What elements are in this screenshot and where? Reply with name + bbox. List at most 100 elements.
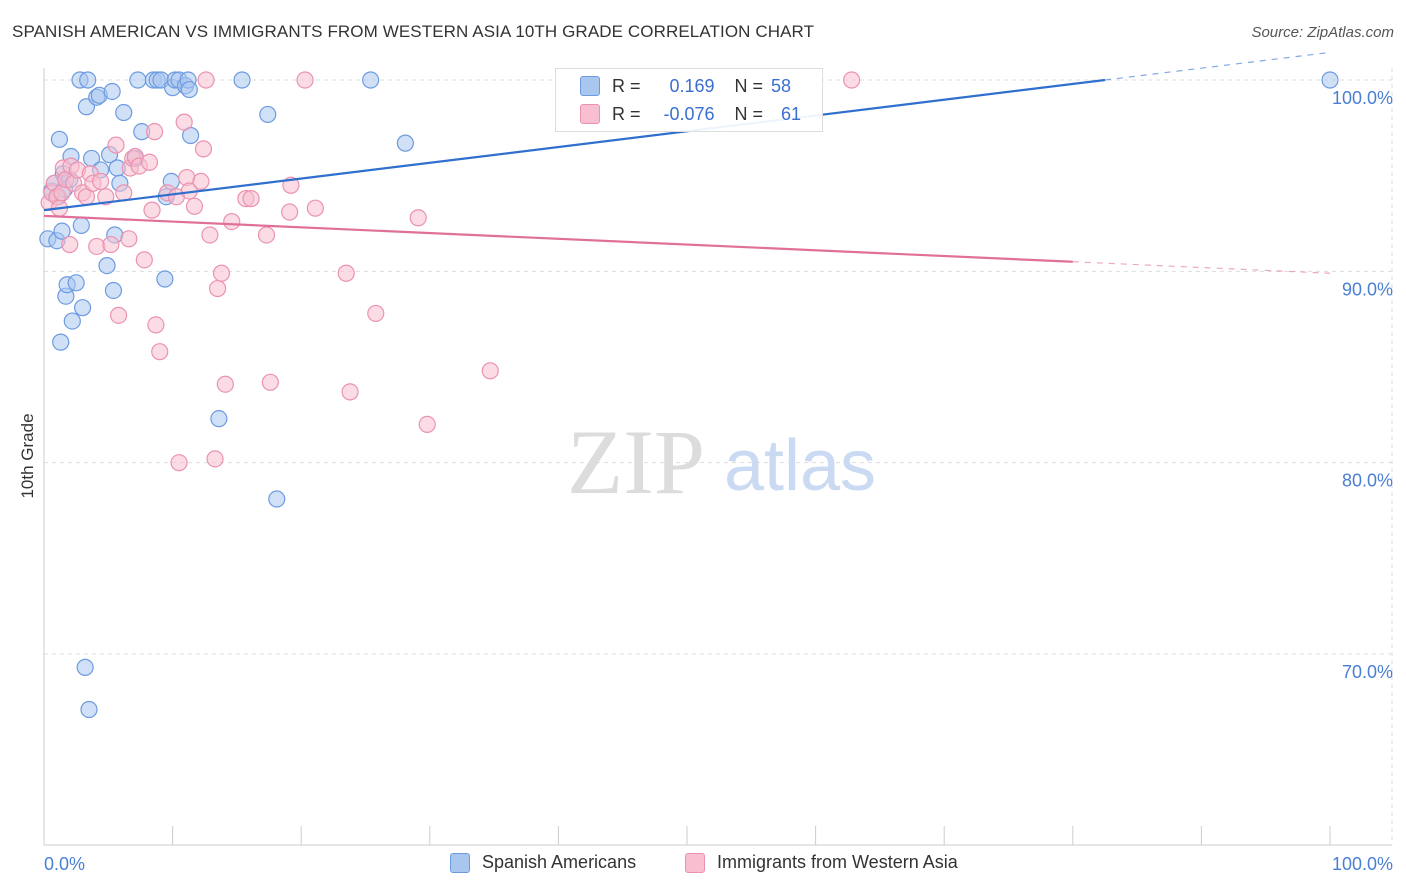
data-point [91,172,110,191]
data-point [67,274,85,292]
data-point [242,190,260,208]
data-point [104,281,123,300]
data-point [296,71,314,89]
data-point [63,312,81,330]
data-point [102,235,120,254]
data-point [129,71,147,89]
data-point [212,264,231,282]
data-point [145,123,164,141]
legend-n-value: 61 [781,103,802,124]
bottom-legend-immigrants-western-asia[interactable]: Immigrants from Western Asia [685,852,958,873]
data-point [115,103,133,122]
legend-row-immigrants-western-asia: R = -0.076 N = 61 [580,101,801,127]
data-point [1321,71,1339,89]
data-point [197,71,215,89]
legend-swatch-blue [580,76,600,96]
x-tick-label: 100.0% [1332,854,1393,874]
data-point [147,316,165,334]
data-point [281,203,299,221]
data-point [418,415,436,433]
data-point [143,201,161,219]
x-tick-label: 0.0% [44,854,85,874]
data-point [52,333,70,351]
data-point [367,304,385,323]
data-point [170,454,188,472]
data-point [109,306,128,324]
bottom-legend-label: Spanish Americans [482,852,637,872]
legend-swatch-pink [580,104,600,124]
trend-line [43,78,1106,212]
data-point [409,209,427,227]
data-point [180,80,198,99]
source-credit: Source: ZipAtlas.com [1251,24,1394,41]
data-point [362,71,380,89]
bottom-legend-label: Immigrants from Western Asia [717,852,958,872]
data-point [79,71,97,89]
data-point [481,362,499,380]
data-point [192,172,210,191]
bottom-legend-swatch-blue [450,852,470,873]
data-point [306,199,324,217]
data-point [257,226,276,244]
data-point [396,134,414,152]
legend-n-label: N = [734,75,764,96]
data-point [88,237,106,256]
data-point [337,264,355,282]
data-point [175,113,193,131]
data-point [80,700,98,719]
legend-r-value: 0.169 [669,75,715,96]
data-point [261,373,279,391]
data-point [73,299,92,317]
bottom-legend: Spanish Americans Immigrants from Wester… [0,852,1406,878]
data-point [61,235,79,254]
watermark-zip: ZIP [567,411,705,513]
bottom-legend-swatch-pink [685,852,705,873]
trend-lines [43,51,1331,274]
data-point [341,383,359,401]
tick-labels: 100.0% 90.0% 80.0% 70.0% 0.0% 100.0% [44,88,1393,874]
y-tick-label: 90.0% [1342,279,1393,299]
watermark-atlas: atlas [724,426,876,506]
data-point [151,343,169,361]
data-point [201,226,219,244]
data-point [843,71,861,89]
data-point [156,270,174,288]
data-point [98,256,116,275]
data-point [97,188,115,206]
legend-r-label: R = [612,103,641,124]
series-spanish-americans [39,71,1339,719]
y-tick-label: 100.0% [1332,88,1393,108]
data-point [209,279,227,298]
legend-n-label: N = [734,103,764,124]
legend-r-value: -0.076 [663,103,715,124]
data-point [185,197,204,215]
data-point [72,216,90,235]
data-point [103,82,121,101]
legend-n-value: 58 [771,75,792,96]
data-point [210,410,228,428]
y-tick-label: 70.0% [1342,662,1393,682]
legend-row-spanish-americans: R = 0.169 N = 58 [580,73,791,99]
bottom-legend-spanish-americans[interactable]: Spanish Americans [450,852,636,873]
legend-r-label: R = [612,75,641,96]
data-point [233,71,251,89]
data-point [206,450,224,468]
trend-line-extension [1104,51,1331,81]
data-point [140,153,159,171]
trend-line [43,214,1073,263]
data-point [107,136,125,154]
data-point [120,230,138,248]
data-point [50,130,69,148]
chart-title: SPANISH AMERICAN VS IMMIGRANTS FROM WEST… [12,22,815,41]
zipatlas-watermark: ZIP atlas [567,411,876,513]
data-point [115,184,133,202]
data-point [216,375,234,393]
data-point [135,251,153,269]
data-point [194,140,213,158]
data-point [53,222,71,240]
data-point [223,212,241,231]
stats-legend: R = 0.169 N = 58 R = -0.076 N = 61 [555,68,823,132]
y-tick-label: 80.0% [1342,471,1393,491]
data-point [259,105,277,124]
